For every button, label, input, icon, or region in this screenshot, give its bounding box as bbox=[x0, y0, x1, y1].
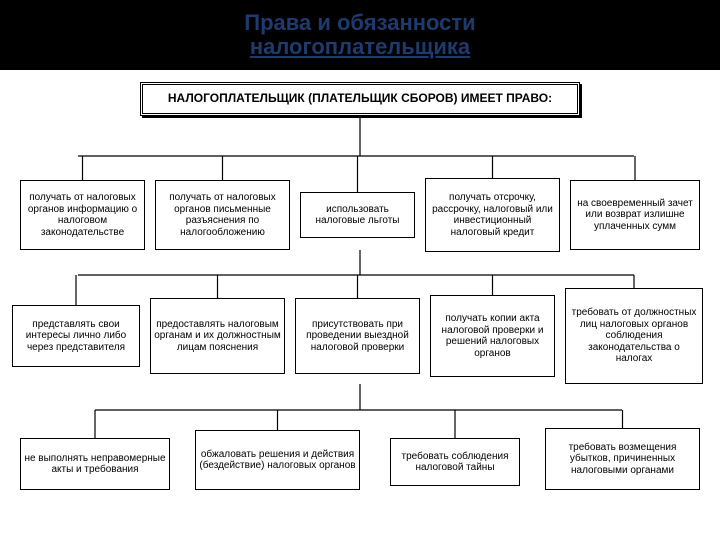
node-r3c3: требовать соблюдения налоговой тайны bbox=[390, 438, 520, 486]
node-r3c4: требовать возмещения убытков, причиненны… bbox=[545, 428, 700, 490]
node-r1c5: на своевременный зачет или возврат излиш… bbox=[570, 180, 700, 250]
node-r1c4: получать отсрочку, рассрочку, налоговый … bbox=[425, 178, 560, 252]
node-r2c2: предоставлять налоговым органам и их дол… bbox=[150, 298, 285, 374]
node-r3c2: обжаловать решения и действия (бездейств… bbox=[195, 430, 360, 490]
title-line2: налогоплательщика bbox=[250, 35, 470, 59]
title-line1: Права и обязанности bbox=[244, 11, 475, 35]
slide-title: Права и обязанности налогоплательщика bbox=[0, 0, 720, 70]
node-r3c1: не выполнять неправомерные акты и требов… bbox=[20, 438, 170, 490]
node-r1c3: использовать налоговые льготы bbox=[300, 192, 415, 238]
org-chart: НАЛОГОПЛАТЕЛЬЩИК (ПЛАТЕЛЬЩИК СБОРОВ) ИМЕ… bbox=[0, 70, 720, 540]
node-r1c1: получать от налоговых органов информацию… bbox=[20, 180, 145, 250]
node-r1c2: получать от налоговых органов письменные… bbox=[155, 180, 290, 250]
node-r2c1: представлять свои интересы лично либо че… bbox=[12, 305, 140, 367]
node-r2c3: присутствовать при проведении выездной н… bbox=[295, 298, 420, 374]
node-r2c5: требовать от должностных лиц налоговых о… bbox=[565, 288, 703, 384]
node-root: НАЛОГОПЛАТЕЛЬЩИК (ПЛАТЕЛЬЩИК СБОРОВ) ИМЕ… bbox=[140, 82, 580, 116]
node-r2c4: получать копии акта налоговой проверки и… bbox=[430, 295, 555, 377]
